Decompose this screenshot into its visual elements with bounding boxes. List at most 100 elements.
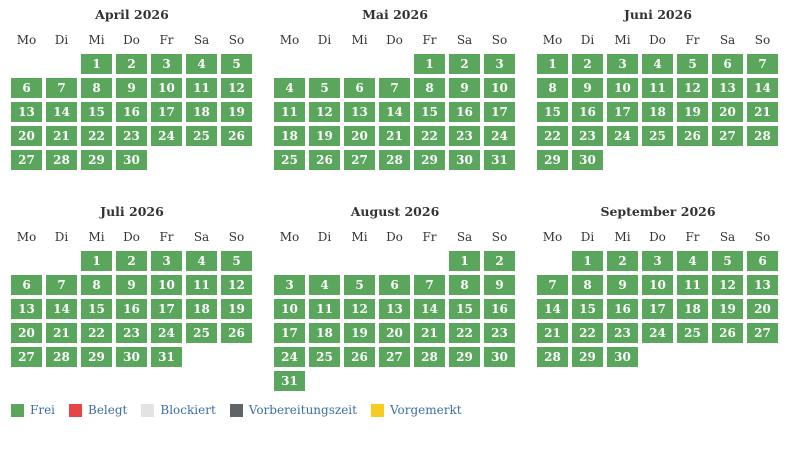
day-cell[interactable]: 18 xyxy=(274,126,305,146)
day-cell[interactable]: 10 xyxy=(607,78,638,98)
day-cell[interactable]: 1 xyxy=(572,251,603,271)
day-cell[interactable]: 22 xyxy=(81,323,112,343)
day-cell[interactable]: 24 xyxy=(274,347,305,367)
day-cell[interactable]: 30 xyxy=(572,150,603,170)
day-cell[interactable]: 14 xyxy=(537,299,568,319)
day-cell[interactable]: 11 xyxy=(274,102,305,122)
day-cell[interactable]: 29 xyxy=(537,150,568,170)
day-cell[interactable]: 6 xyxy=(11,275,42,295)
day-cell[interactable]: 29 xyxy=(81,347,112,367)
day-cell[interactable]: 14 xyxy=(379,102,410,122)
day-cell[interactable]: 28 xyxy=(747,126,778,146)
day-cell[interactable]: 9 xyxy=(484,275,515,295)
day-cell[interactable]: 16 xyxy=(572,102,603,122)
day-cell[interactable]: 4 xyxy=(642,54,673,74)
day-cell[interactable]: 19 xyxy=(221,102,252,122)
day-cell[interactable]: 25 xyxy=(642,126,673,146)
day-cell[interactable]: 12 xyxy=(344,299,375,319)
day-cell[interactable]: 16 xyxy=(116,299,147,319)
day-cell[interactable]: 13 xyxy=(11,102,42,122)
day-cell[interactable]: 20 xyxy=(11,126,42,146)
day-cell[interactable]: 20 xyxy=(712,102,743,122)
day-cell[interactable]: 3 xyxy=(642,251,673,271)
day-cell[interactable]: 30 xyxy=(484,347,515,367)
day-cell[interactable]: 15 xyxy=(449,299,480,319)
day-cell[interactable]: 28 xyxy=(46,150,77,170)
day-cell[interactable]: 21 xyxy=(537,323,568,343)
day-cell[interactable]: 17 xyxy=(151,299,182,319)
day-cell[interactable]: 5 xyxy=(344,275,375,295)
day-cell[interactable]: 12 xyxy=(221,275,252,295)
day-cell[interactable]: 13 xyxy=(344,102,375,122)
day-cell[interactable]: 10 xyxy=(484,78,515,98)
day-cell[interactable]: 2 xyxy=(484,251,515,271)
day-cell[interactable]: 27 xyxy=(379,347,410,367)
day-cell[interactable]: 28 xyxy=(537,347,568,367)
day-cell[interactable]: 22 xyxy=(81,126,112,146)
day-cell[interactable]: 19 xyxy=(221,299,252,319)
day-cell[interactable]: 3 xyxy=(274,275,305,295)
day-cell[interactable]: 7 xyxy=(379,78,410,98)
day-cell[interactable]: 5 xyxy=(309,78,340,98)
day-cell[interactable]: 2 xyxy=(449,54,480,74)
day-cell[interactable]: 4 xyxy=(186,251,217,271)
day-cell[interactable]: 2 xyxy=(572,54,603,74)
day-cell[interactable]: 3 xyxy=(151,54,182,74)
day-cell[interactable]: 25 xyxy=(274,150,305,170)
day-cell[interactable]: 11 xyxy=(186,275,217,295)
day-cell[interactable]: 26 xyxy=(309,150,340,170)
day-cell[interactable]: 20 xyxy=(344,126,375,146)
day-cell[interactable]: 15 xyxy=(414,102,445,122)
day-cell[interactable]: 15 xyxy=(81,299,112,319)
day-cell[interactable]: 18 xyxy=(186,299,217,319)
day-cell[interactable]: 5 xyxy=(221,251,252,271)
day-cell[interactable]: 11 xyxy=(309,299,340,319)
day-cell[interactable]: 28 xyxy=(379,150,410,170)
day-cell[interactable]: 12 xyxy=(221,78,252,98)
day-cell[interactable]: 13 xyxy=(11,299,42,319)
day-cell[interactable]: 10 xyxy=(151,275,182,295)
day-cell[interactable]: 21 xyxy=(379,126,410,146)
day-cell[interactable]: 20 xyxy=(747,299,778,319)
day-cell[interactable]: 15 xyxy=(572,299,603,319)
day-cell[interactable]: 6 xyxy=(344,78,375,98)
day-cell[interactable]: 17 xyxy=(484,102,515,122)
day-cell[interactable]: 29 xyxy=(449,347,480,367)
day-cell[interactable]: 8 xyxy=(81,275,112,295)
day-cell[interactable]: 27 xyxy=(11,150,42,170)
day-cell[interactable]: 4 xyxy=(274,78,305,98)
day-cell[interactable]: 17 xyxy=(274,323,305,343)
day-cell[interactable]: 1 xyxy=(81,251,112,271)
day-cell[interactable]: 27 xyxy=(11,347,42,367)
day-cell[interactable]: 30 xyxy=(116,347,147,367)
day-cell[interactable]: 7 xyxy=(46,275,77,295)
day-cell[interactable]: 26 xyxy=(221,323,252,343)
day-cell[interactable]: 21 xyxy=(747,102,778,122)
day-cell[interactable]: 16 xyxy=(449,102,480,122)
day-cell[interactable]: 18 xyxy=(309,323,340,343)
day-cell[interactable]: 25 xyxy=(677,323,708,343)
day-cell[interactable]: 23 xyxy=(116,323,147,343)
day-cell[interactable]: 30 xyxy=(116,150,147,170)
day-cell[interactable]: 7 xyxy=(414,275,445,295)
day-cell[interactable]: 23 xyxy=(607,323,638,343)
day-cell[interactable]: 8 xyxy=(537,78,568,98)
day-cell[interactable]: 31 xyxy=(274,371,305,391)
day-cell[interactable]: 11 xyxy=(642,78,673,98)
day-cell[interactable]: 19 xyxy=(677,102,708,122)
day-cell[interactable]: 24 xyxy=(607,126,638,146)
day-cell[interactable]: 8 xyxy=(81,78,112,98)
day-cell[interactable]: 9 xyxy=(449,78,480,98)
day-cell[interactable]: 3 xyxy=(151,251,182,271)
day-cell[interactable]: 9 xyxy=(607,275,638,295)
day-cell[interactable]: 14 xyxy=(46,299,77,319)
day-cell[interactable]: 1 xyxy=(81,54,112,74)
day-cell[interactable]: 3 xyxy=(484,54,515,74)
day-cell[interactable]: 16 xyxy=(116,102,147,122)
day-cell[interactable]: 13 xyxy=(747,275,778,295)
day-cell[interactable]: 16 xyxy=(484,299,515,319)
day-cell[interactable]: 31 xyxy=(484,150,515,170)
day-cell[interactable]: 6 xyxy=(712,54,743,74)
day-cell[interactable]: 10 xyxy=(274,299,305,319)
day-cell[interactable]: 18 xyxy=(642,102,673,122)
